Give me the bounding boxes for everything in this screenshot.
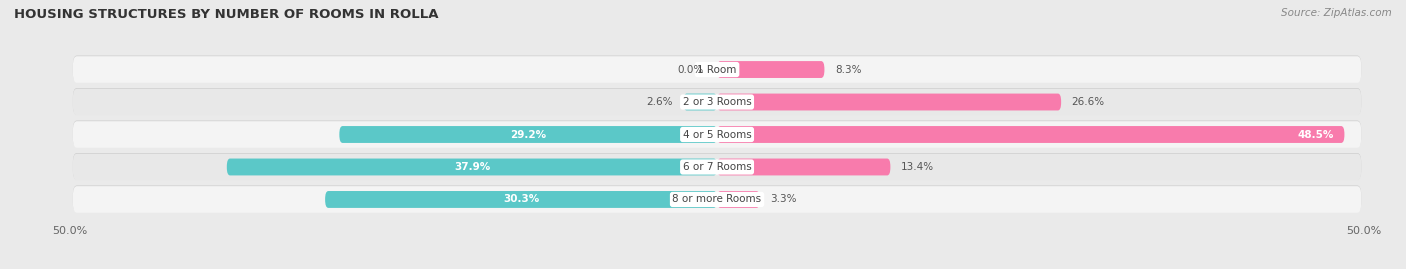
Text: 4 or 5 Rooms: 4 or 5 Rooms: [683, 129, 751, 140]
FancyBboxPatch shape: [73, 186, 1361, 212]
FancyBboxPatch shape: [73, 89, 1361, 115]
Text: 48.5%: 48.5%: [1298, 129, 1334, 140]
Text: 2.6%: 2.6%: [647, 97, 673, 107]
FancyBboxPatch shape: [73, 154, 1361, 180]
Text: 8 or more Rooms: 8 or more Rooms: [672, 194, 762, 204]
FancyBboxPatch shape: [73, 121, 1361, 147]
Text: 6 or 7 Rooms: 6 or 7 Rooms: [683, 162, 751, 172]
Text: 1 Room: 1 Room: [697, 65, 737, 75]
Text: 2 or 3 Rooms: 2 or 3 Rooms: [683, 97, 751, 107]
FancyBboxPatch shape: [717, 191, 759, 208]
FancyBboxPatch shape: [226, 158, 717, 175]
Text: 37.9%: 37.9%: [454, 162, 491, 172]
Text: 30.3%: 30.3%: [503, 194, 540, 204]
Text: 8.3%: 8.3%: [835, 65, 862, 75]
Text: 29.2%: 29.2%: [510, 129, 547, 140]
FancyBboxPatch shape: [73, 153, 1361, 180]
Text: 0.0%: 0.0%: [678, 65, 704, 75]
FancyBboxPatch shape: [717, 61, 824, 78]
FancyBboxPatch shape: [73, 56, 1361, 82]
FancyBboxPatch shape: [73, 186, 1361, 213]
Text: Source: ZipAtlas.com: Source: ZipAtlas.com: [1281, 8, 1392, 18]
FancyBboxPatch shape: [73, 88, 1361, 115]
FancyBboxPatch shape: [683, 94, 717, 111]
Text: 13.4%: 13.4%: [901, 162, 934, 172]
FancyBboxPatch shape: [73, 121, 1361, 148]
FancyBboxPatch shape: [717, 126, 1344, 143]
FancyBboxPatch shape: [717, 94, 1062, 111]
FancyBboxPatch shape: [717, 158, 890, 175]
FancyBboxPatch shape: [73, 56, 1361, 83]
Text: HOUSING STRUCTURES BY NUMBER OF ROOMS IN ROLLA: HOUSING STRUCTURES BY NUMBER OF ROOMS IN…: [14, 8, 439, 21]
Text: 3.3%: 3.3%: [770, 194, 797, 204]
FancyBboxPatch shape: [339, 126, 717, 143]
Text: 26.6%: 26.6%: [1071, 97, 1105, 107]
FancyBboxPatch shape: [325, 191, 717, 208]
